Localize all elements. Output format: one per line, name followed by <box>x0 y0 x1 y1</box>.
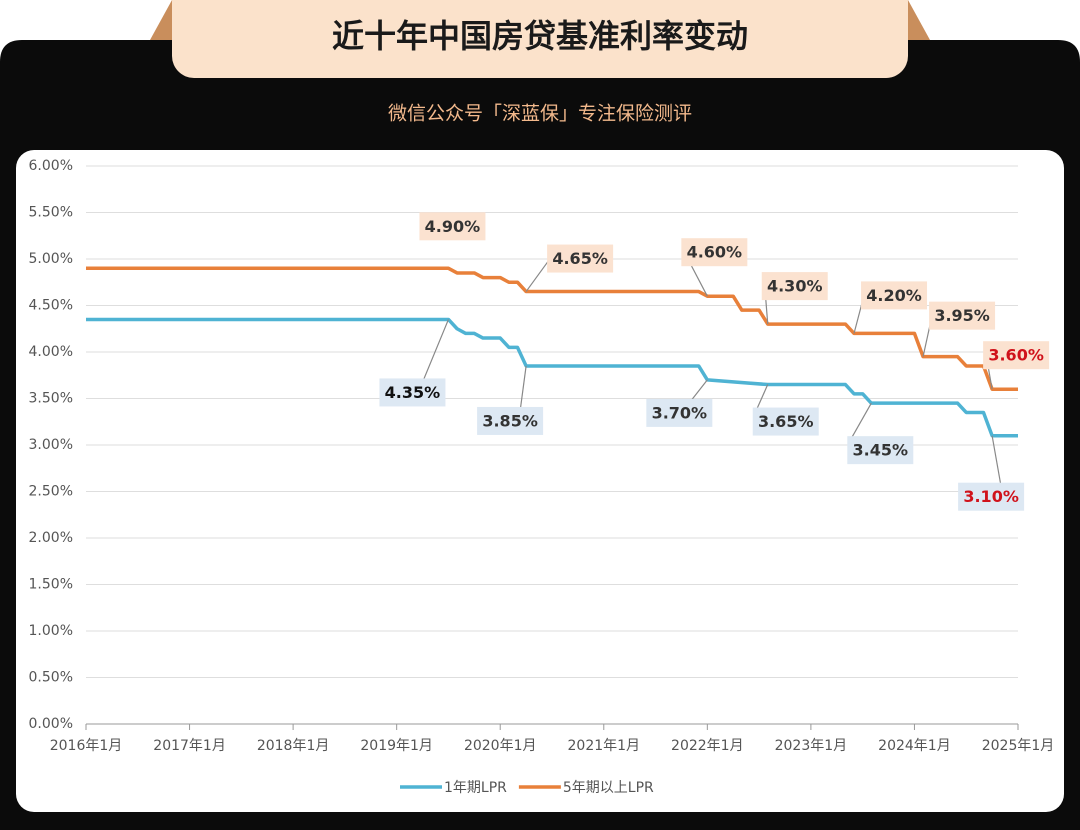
leader-line <box>849 402 872 441</box>
annotation-label: 4.35% <box>385 383 441 402</box>
annotation-box <box>861 281 928 310</box>
annotation-label: 4.30% <box>767 277 823 296</box>
x-tick-label: 2023年1月 <box>775 738 848 754</box>
annotation-box <box>419 212 486 241</box>
annotation-box <box>752 407 819 436</box>
y-tick-label: 4.50% <box>29 298 73 314</box>
y-tick-label: 3.50% <box>29 391 73 407</box>
annotation-box <box>646 398 713 427</box>
annotation-label: 3.65% <box>758 412 814 431</box>
annotation-label: 4.60% <box>687 243 743 262</box>
x-tick-label: 2024年1月 <box>878 738 951 754</box>
annotation-label: 3.85% <box>482 411 538 430</box>
leader-line <box>991 435 1002 487</box>
series-line <box>86 266 1018 391</box>
legend-label: 1年期LPR <box>444 780 507 796</box>
annotation-label: 3.10% <box>963 487 1019 506</box>
y-tick-label: 2.50% <box>29 484 73 500</box>
annotation-box <box>477 406 544 435</box>
annotation-label: 3.45% <box>853 441 909 460</box>
x-tick-label: 2025年1月 <box>982 738 1055 754</box>
leader-line <box>525 258 551 292</box>
y-tick-label: 3.00% <box>29 437 73 453</box>
x-tick-label: 2021年1月 <box>568 738 641 754</box>
series-line <box>86 317 1018 438</box>
title-tab <box>172 0 908 78</box>
chart-subtitle: 微信公众号「深蓝保」专注保险测评 <box>388 103 692 125</box>
x-tick-label: 2019年1月 <box>360 738 433 754</box>
y-tick-label: 4.00% <box>29 344 73 360</box>
x-tick-label: 2022年1月 <box>671 738 744 754</box>
annotation-box <box>681 238 748 267</box>
leader-line <box>421 319 449 383</box>
annotation-box <box>379 378 446 407</box>
chart-title: 近十年中国房贷基准利率变动 <box>332 17 748 55</box>
x-tick-label: 2017年1月 <box>153 738 226 754</box>
y-tick-label: 0.00% <box>29 716 73 732</box>
x-tick-label: 2016年1月 <box>50 738 123 754</box>
y-tick-label: 5.00% <box>29 251 73 267</box>
y-tick-label: 5.50% <box>29 205 73 221</box>
annotation-label: 3.60% <box>988 346 1044 365</box>
y-tick-label: 1.50% <box>29 577 73 593</box>
annotation-label: 4.20% <box>866 286 922 305</box>
annotation-label: 4.90% <box>425 217 481 236</box>
leader-line <box>519 365 527 412</box>
y-tick-label: 6.00% <box>29 158 73 174</box>
annotation-box <box>958 482 1025 511</box>
annotation-box <box>847 436 914 465</box>
annotation-label: 3.70% <box>652 403 708 422</box>
x-tick-label: 2020年1月 <box>464 738 537 754</box>
annotation-label: 4.65% <box>552 249 608 268</box>
annotation-label: 3.95% <box>934 306 990 325</box>
y-tick-label: 0.50% <box>29 670 73 686</box>
leader-line <box>755 384 769 412</box>
x-tick-label: 2018年1月 <box>257 738 330 754</box>
annotation-box <box>761 272 828 301</box>
legend-label: 5年期以上LPR <box>563 780 654 796</box>
annotation-box <box>929 301 996 330</box>
y-tick-label: 2.00% <box>29 530 73 546</box>
annotation-box <box>983 341 1050 370</box>
plot-card <box>16 150 1064 812</box>
annotation-box <box>547 244 614 273</box>
y-tick-label: 1.00% <box>29 623 73 639</box>
